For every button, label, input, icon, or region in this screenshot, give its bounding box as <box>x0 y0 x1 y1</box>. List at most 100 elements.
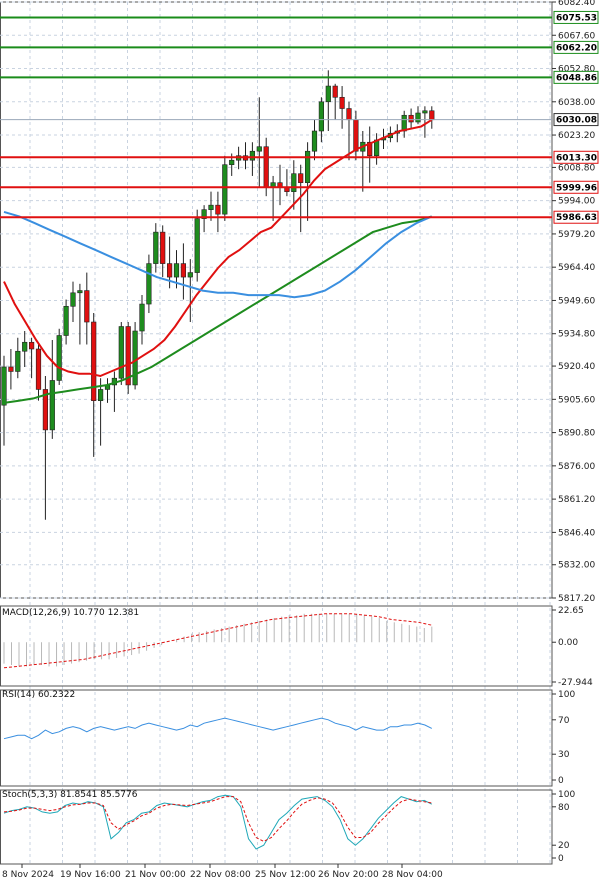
candle[interactable] <box>132 322 138 390</box>
candle-body <box>194 218 200 273</box>
candle-body <box>401 114 407 132</box>
y-tick-label: 6052.80 <box>558 65 595 75</box>
candle-body <box>63 305 69 336</box>
level-tag-label: 6062.20 <box>556 43 597 53</box>
level-tag-label: 5999.96 <box>556 183 597 193</box>
candle[interactable] <box>77 283 83 345</box>
macd-label: MACD(12,26,9) 10.770 12.381 <box>2 608 139 618</box>
candle[interactable] <box>63 299 69 345</box>
moving-average-line <box>3 118 433 378</box>
candle-body <box>208 204 214 210</box>
candle-body <box>215 204 221 215</box>
candle[interactable] <box>15 337 21 379</box>
candle-body <box>118 326 124 379</box>
candle[interactable] <box>1 355 7 446</box>
panel-border <box>0 605 553 687</box>
panel-border <box>0 789 553 865</box>
candle-body <box>415 112 421 123</box>
candle[interactable] <box>222 155 228 221</box>
rsi-tick-label: 70 <box>558 716 570 726</box>
candle[interactable] <box>91 313 97 457</box>
candle-body <box>367 141 373 157</box>
candle-body <box>339 96 345 109</box>
candle[interactable] <box>8 348 14 390</box>
candle[interactable] <box>28 337 35 379</box>
candle[interactable] <box>194 209 200 282</box>
candle[interactable] <box>291 160 297 210</box>
candle[interactable] <box>325 70 331 131</box>
x-tick-label: 22 Nov 08:00 <box>190 870 251 880</box>
candle[interactable] <box>70 281 76 323</box>
candle[interactable] <box>167 236 173 289</box>
candle-body <box>125 326 131 386</box>
candle-body <box>28 341 35 350</box>
candle[interactable] <box>215 191 221 233</box>
candle[interactable] <box>311 119 318 161</box>
candle[interactable] <box>49 340 55 439</box>
candle-body <box>429 110 435 121</box>
candle-body <box>167 263 173 278</box>
candle[interactable] <box>415 106 421 125</box>
macd-signal-line <box>3 613 432 669</box>
candle[interactable] <box>42 375 48 520</box>
candle[interactable] <box>408 108 414 129</box>
candle[interactable] <box>98 378 104 446</box>
candle-body <box>229 159 235 166</box>
stoch-label: Stoch(5,3,3) 81.8541 85.5776 <box>2 790 138 800</box>
stoch-panel[interactable]: Stoch(5,3,3) 81.8541 85.5776 <box>2 790 433 850</box>
candle[interactable] <box>201 205 207 233</box>
y-tick-label: 5979.20 <box>558 230 595 240</box>
candle[interactable] <box>187 259 193 323</box>
candle[interactable] <box>304 142 311 221</box>
candle[interactable] <box>118 322 124 385</box>
candle[interactable] <box>332 83 338 120</box>
rsi-panel[interactable]: RSI(14) 60.2322 <box>2 690 433 740</box>
y-tick-label: 6008.80 <box>558 163 595 173</box>
candle-body <box>70 292 76 307</box>
candle[interactable] <box>249 142 256 176</box>
level-tag-label: 5986.63 <box>556 213 597 223</box>
y-tick-label: 6023.20 <box>558 131 595 141</box>
candle-body <box>201 209 207 219</box>
candle[interactable] <box>84 272 90 345</box>
macd-panel[interactable]: MACD(12,26,9) 10.770 12.381 <box>2 608 433 669</box>
candle[interactable] <box>422 106 428 138</box>
y-tick-label: 5832.00 <box>558 561 595 571</box>
candle-body <box>35 348 42 390</box>
candle-body <box>353 119 359 152</box>
y-tick-label: 5949.60 <box>558 296 595 306</box>
candle-body <box>298 173 304 183</box>
level-tag-label: 6013.30 <box>556 153 597 163</box>
x-tick-label: 25 Nov 12:00 <box>255 870 316 880</box>
candle[interactable] <box>339 86 345 129</box>
candle-body <box>222 164 228 215</box>
candle-body <box>332 85 338 98</box>
y-tick-label: 5817.20 <box>558 594 595 604</box>
candle[interactable] <box>180 243 187 300</box>
candle[interactable] <box>160 225 166 278</box>
level-tag <box>553 150 599 164</box>
candle-body <box>346 108 352 121</box>
candle[interactable] <box>367 126 373 183</box>
price-panel[interactable] <box>0 16 552 520</box>
level-tag <box>553 210 599 224</box>
candle[interactable] <box>146 254 152 314</box>
candle[interactable] <box>125 322 131 394</box>
y-tick-label: 5905.60 <box>558 395 595 405</box>
candle-body <box>291 173 297 192</box>
candle-body <box>318 101 325 132</box>
candle[interactable] <box>22 331 28 367</box>
candle[interactable] <box>153 223 159 273</box>
candle[interactable] <box>208 191 214 221</box>
level-tag <box>553 10 599 24</box>
level-tag <box>553 70 599 84</box>
candle[interactable] <box>139 295 145 345</box>
candle[interactable] <box>56 328 62 385</box>
candle[interactable] <box>256 97 262 188</box>
stoch-tick-label: 0 <box>558 854 564 864</box>
candle[interactable] <box>35 344 42 401</box>
candle[interactable] <box>298 164 304 233</box>
candle-body <box>139 303 145 332</box>
